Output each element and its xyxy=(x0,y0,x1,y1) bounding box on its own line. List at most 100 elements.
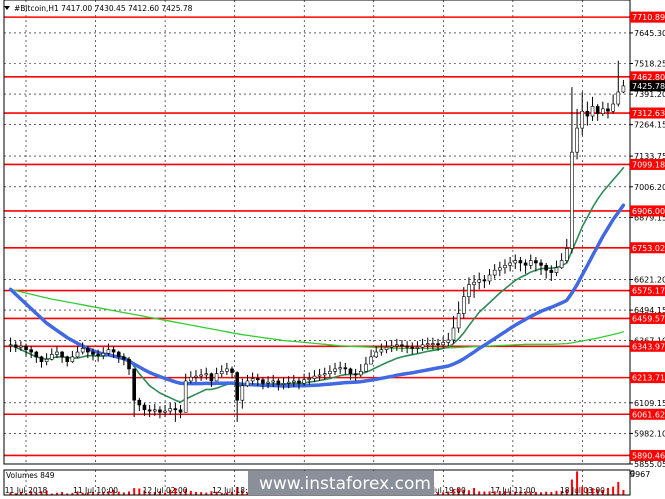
candle-body xyxy=(550,270,553,272)
candle-body xyxy=(272,381,275,382)
candle-body xyxy=(447,340,450,342)
candle-body xyxy=(91,352,94,354)
candle-body xyxy=(400,345,403,346)
candle-body xyxy=(246,381,249,386)
candle-body xyxy=(334,369,337,371)
candle-body xyxy=(297,381,300,383)
candle-body xyxy=(462,297,465,314)
candle-body xyxy=(473,282,476,284)
candle-body xyxy=(622,86,625,92)
candle-body xyxy=(519,261,522,263)
candle-body xyxy=(256,379,259,380)
candle-body xyxy=(169,409,172,411)
current-price-box: 7425.78 xyxy=(630,80,665,91)
candle-body xyxy=(529,261,532,266)
candle-body xyxy=(570,152,573,248)
y-tick-label: 7518.25 xyxy=(634,60,665,69)
volume-label: Volumes 849 xyxy=(6,471,55,480)
y-tick-label: 7264.15 xyxy=(634,121,665,130)
candle-body xyxy=(205,374,208,375)
candle-body xyxy=(231,369,234,373)
candle-body xyxy=(215,374,218,381)
candle-body xyxy=(261,380,264,384)
candle-body xyxy=(102,353,105,355)
candle-body xyxy=(128,359,131,369)
candle-body xyxy=(179,410,182,412)
candle-body xyxy=(390,346,393,347)
candle-body xyxy=(40,357,43,362)
candle-body xyxy=(81,348,84,352)
candle-body xyxy=(437,344,440,345)
candle-body xyxy=(612,104,615,111)
candle-body xyxy=(50,354,53,359)
candle-body xyxy=(287,382,290,383)
current-price-label: 7425.78 xyxy=(632,82,665,91)
candle-body xyxy=(339,368,342,369)
candle-body xyxy=(30,350,33,352)
candle-body xyxy=(375,352,378,357)
candle-body xyxy=(364,364,367,371)
level-label: 6575.17 xyxy=(632,287,665,296)
x-tick-label: 17 Jul 11:00 xyxy=(490,486,535,495)
candle-body xyxy=(591,106,594,116)
candle-body xyxy=(97,354,100,355)
candle-body xyxy=(545,265,548,270)
watermark-text: www.instaforex.com xyxy=(259,474,431,494)
candle-body xyxy=(467,285,470,297)
y-tick-label: 5982.10 xyxy=(634,429,665,438)
candle-body xyxy=(426,344,429,345)
candle-body xyxy=(503,265,506,267)
candle-body xyxy=(107,350,110,354)
candle-body xyxy=(354,374,357,375)
x-tick-label: 18 Jul 03:00 xyxy=(560,486,605,495)
candle-body xyxy=(617,92,620,104)
candle-body xyxy=(236,373,239,401)
candle-body xyxy=(395,345,398,346)
level-label: 6459.57 xyxy=(632,314,665,323)
level-label: 6213.71 xyxy=(632,374,665,383)
level-label: 6061.62 xyxy=(632,410,665,419)
candle-body xyxy=(164,411,167,412)
chart-title: #Bitcoin,H1 7417.00 7430.45 7412.60 7425… xyxy=(14,4,193,13)
y-tick-label: 7006.20 xyxy=(634,183,665,192)
candle-body xyxy=(220,371,223,373)
y-tick-label: 5855.05 xyxy=(634,460,665,469)
candle-body xyxy=(241,386,244,400)
watermark: www.instaforex.com xyxy=(248,471,434,495)
candle-body xyxy=(565,249,568,261)
candle-body xyxy=(318,375,321,376)
candle-body xyxy=(421,345,424,347)
candle-body xyxy=(112,350,115,352)
candle-body xyxy=(406,346,409,347)
candle-body xyxy=(540,263,543,265)
candle-body xyxy=(576,128,579,152)
candle-body xyxy=(86,348,89,352)
level-label: 6753.02 xyxy=(632,244,665,253)
candle-body xyxy=(25,346,28,350)
candle-body xyxy=(560,261,563,268)
y-tick-label: 7645.30 xyxy=(634,29,665,38)
volume-zero-label: 0 xyxy=(630,469,635,478)
candle-body xyxy=(328,371,331,373)
candle-body xyxy=(61,352,64,357)
candle-body xyxy=(308,379,311,380)
candle-body xyxy=(514,261,517,263)
candle-body xyxy=(359,371,362,375)
candle-body xyxy=(143,405,146,410)
y-tick-label: 7391.20 xyxy=(634,90,665,99)
y-tick-label: 6621.20 xyxy=(634,276,665,285)
candle-body xyxy=(55,352,58,354)
candle-body xyxy=(267,382,270,383)
candle-body xyxy=(344,368,347,369)
candle-body xyxy=(323,374,326,375)
candle-body xyxy=(174,409,177,410)
candle-body xyxy=(313,376,316,378)
candle-body xyxy=(524,263,527,265)
candle-body xyxy=(19,346,22,347)
level-label: 5890.46 xyxy=(632,451,665,460)
candle-body xyxy=(431,344,434,345)
x-tick-label: 12 Jul 02:00 xyxy=(143,486,188,495)
y-tick-label: 6109.15 xyxy=(634,399,665,408)
candle-body xyxy=(292,381,295,382)
